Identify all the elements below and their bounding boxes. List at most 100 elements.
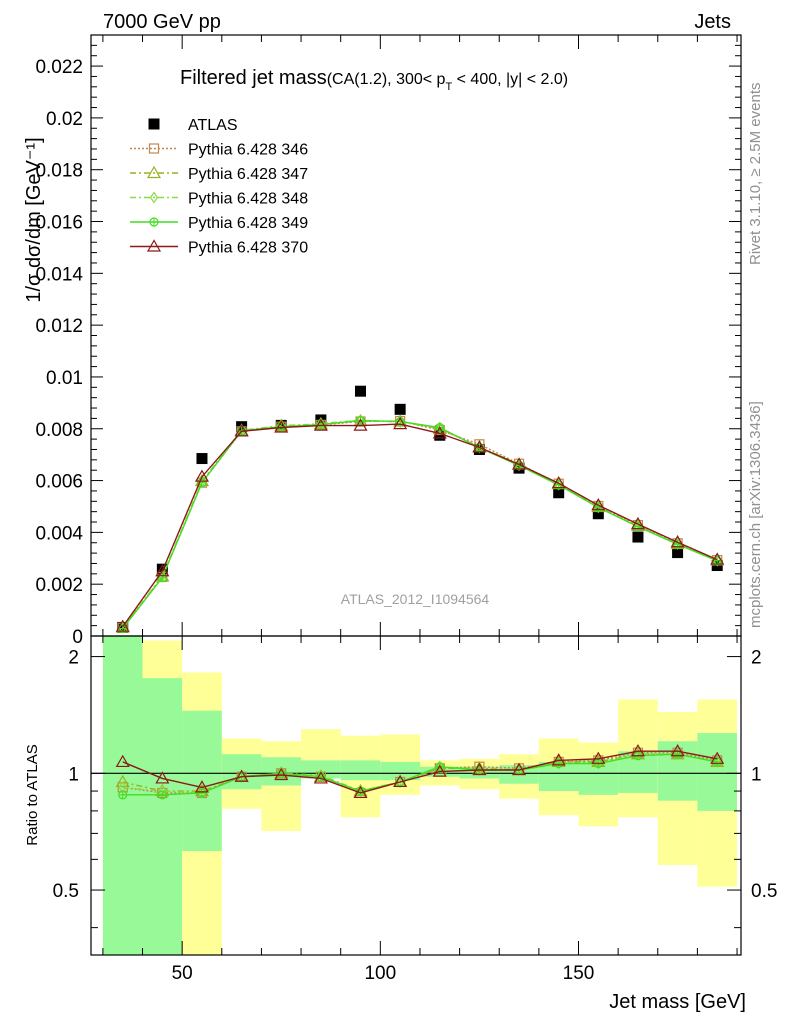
ratio-y-axis-label: Ratio to ATLAS [24, 744, 41, 845]
ratio-point [115, 774, 130, 788]
legend-item: ATLAS [148, 117, 238, 134]
series-line [122, 419, 718, 629]
y-tick-label: 0 [72, 627, 83, 648]
legend-marker [148, 143, 160, 154]
ratio-uncertainty-bands [102, 636, 738, 955]
legend-label: Pythia 6.428 346 [188, 142, 308, 159]
mc-point [630, 516, 645, 530]
x-tick-label: 50 [172, 963, 193, 984]
ratio-series-line [122, 753, 718, 796]
mc-point [194, 469, 210, 482]
mc-point [115, 619, 130, 632]
ratio-point [591, 751, 606, 764]
stat-uncertainty-band [697, 733, 738, 811]
ratio-y-tick-label-left: 2 [68, 648, 79, 669]
ratio-point [274, 767, 289, 781]
ratio-series-line [122, 753, 718, 792]
mc-point [710, 552, 725, 565]
plot-title-cuts-subscript: T [445, 81, 452, 93]
mc-point [551, 475, 566, 489]
ratio-point [472, 762, 487, 776]
y-tick-label: 0.022 [35, 57, 83, 78]
y-tick-label: 0.02 [46, 109, 83, 130]
rivet-side-label: Rivet 3.1.10, ≥ 2.5M events [747, 83, 764, 266]
ratio-point [194, 780, 210, 793]
analysis-watermark: ATLAS_2012_I1094564 [341, 591, 490, 607]
ratio-point [432, 764, 447, 777]
stat-uncertainty-band [340, 760, 381, 781]
data-point [434, 429, 446, 441]
data-point [672, 547, 684, 559]
mc-point [313, 418, 328, 431]
ratio-point [234, 769, 249, 782]
data-point [196, 453, 208, 465]
ratio-point [115, 754, 130, 768]
mcplots-side-label: mcplots.cern.ch [arXiv:1306.3436] [747, 401, 764, 628]
ratio-point [353, 785, 368, 799]
mc-point [393, 416, 408, 430]
ratio-y-tick-label-left: 1 [68, 764, 79, 785]
plot-title-cuts-end: < 400, |y| < 2.0) [452, 71, 568, 88]
legend-label: Pythia 6.428 370 [188, 240, 308, 257]
ratio-point [710, 751, 725, 764]
ratio-point [594, 757, 603, 770]
ratio-y-tick-label-right: 2 [751, 648, 762, 669]
ratio-point [630, 744, 645, 757]
legend-item: Pythia 6.428 349 [130, 215, 308, 232]
ratio-panel-frame [90, 635, 742, 956]
mc-point [155, 564, 170, 577]
main-y-axis-label: 1/σ dσ/dm [GeV⁻¹] [23, 137, 45, 302]
data-point [156, 563, 168, 575]
ratio-point [313, 771, 328, 784]
axes-layer: 0 0.002 0.004 0.006 0.008 0.01 0.012 0.014 0.016… [35, 34, 777, 984]
ratio-point [356, 785, 365, 798]
legend-label: Pythia 6.428 349 [188, 215, 308, 232]
y-tick-label: 0.012 [35, 316, 83, 337]
mc-point [395, 415, 405, 429]
x-axis-label: Jet mass [GeV] [609, 991, 746, 1013]
ratio-point [512, 762, 527, 776]
y-tick-label: 0.006 [35, 472, 83, 493]
header-left-label: 7000 GeV pp [103, 11, 221, 33]
stat-uncertainty-band [142, 678, 183, 955]
mc-point [432, 426, 447, 439]
legend-item: Pythia 6.428 348 [130, 191, 308, 208]
data-point [394, 403, 406, 415]
data-point [592, 508, 604, 520]
data-point [632, 531, 644, 543]
y-tick-label: 0.01 [46, 368, 83, 389]
legend-marker [148, 118, 160, 130]
ratio-y-tick-label-right: 0.5 [751, 881, 777, 902]
main-series-layer [115, 385, 725, 634]
legend-marker [146, 239, 162, 252]
ratio-series-layer [91, 744, 741, 800]
ratio-point [551, 753, 566, 766]
legend-label: ATLAS [188, 117, 238, 134]
mc-point [670, 535, 685, 548]
ratio-point [393, 774, 408, 788]
series-line [122, 423, 718, 628]
plot-title-main: Filtered jet mass [180, 67, 327, 89]
series-line [122, 420, 718, 629]
ratio-y-tick-label-left: 0.5 [53, 881, 79, 902]
legend-item: Pythia 6.428 347 [130, 165, 308, 183]
header-right-label: Jets [694, 11, 731, 33]
y-tick-label: 0.014 [35, 264, 83, 285]
x-tick-label: 150 [563, 963, 595, 984]
y-tick-label: 0.016 [35, 213, 83, 234]
ratio-point [673, 748, 682, 761]
band-group [102, 636, 738, 955]
y-tick-label: 0.002 [35, 575, 83, 596]
ratio-y-tick-label-right: 1 [751, 764, 762, 785]
legend-label: Pythia 6.428 348 [188, 191, 308, 208]
ratio-point [277, 767, 286, 780]
plot-title-cuts: (CA(1.2), 300< p [327, 71, 446, 88]
ratio-point [670, 744, 685, 757]
plot-title: Filtered jet mass(CA(1.2), 300< pT < 400… [180, 67, 568, 93]
legend: ATLAS Pythia 6.428 346 Pythia 6.428 347 Pyt… [130, 117, 308, 257]
legend-item: Pythia 6.428 346 [130, 142, 308, 159]
stat-uncertainty-band [380, 761, 420, 781]
ratio-series-line [122, 750, 718, 794]
mc-point [234, 424, 249, 437]
